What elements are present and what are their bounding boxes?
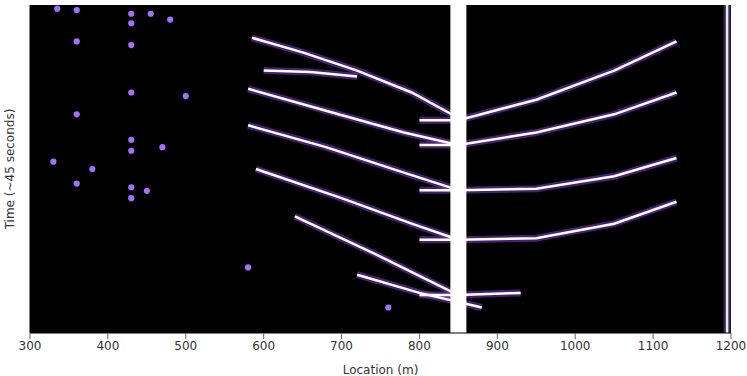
svg-text:800: 800 xyxy=(408,339,431,353)
svg-text:1200: 1200 xyxy=(716,339,747,353)
svg-text:500: 500 xyxy=(174,339,197,353)
svg-text:1000: 1000 xyxy=(560,339,591,353)
svg-text:300: 300 xyxy=(19,339,42,353)
svg-text:700: 700 xyxy=(330,339,353,353)
svg-text:Location (m): Location (m) xyxy=(343,363,419,376)
svg-text:600: 600 xyxy=(252,339,275,353)
svg-text:400: 400 xyxy=(96,339,119,353)
svg-text:Time (~45 seconds): Time (~45 seconds) xyxy=(3,109,17,231)
svg-text:1100: 1100 xyxy=(638,339,669,353)
svg-text:900: 900 xyxy=(486,339,509,353)
